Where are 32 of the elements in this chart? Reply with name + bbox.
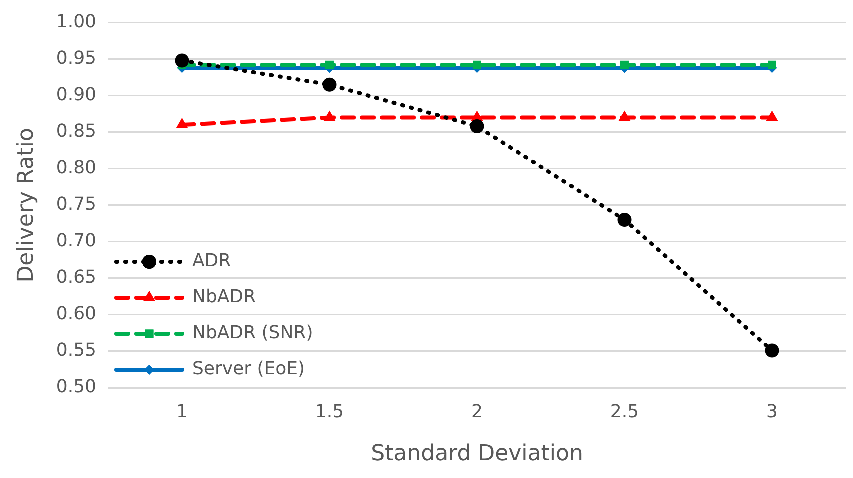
point [322,78,337,92]
y-tick-label: 0.75 [56,194,96,216]
x-tick-label: 1 [176,401,188,422]
y-tick-label: 0.80 [56,158,96,179]
point [618,213,632,228]
legend-label: ADR [192,250,232,272]
y-tick-label: 0.70 [56,230,96,252]
x-axis-title: Standard Deviation [371,442,584,467]
point [325,60,334,70]
x-tick-label: 1.5 [315,401,344,422]
point [175,54,190,68]
point [472,60,482,70]
point [765,344,780,358]
y-tick-label: 0.55 [56,340,96,362]
point [768,60,776,70]
y-tick-label: 1.00 [56,11,96,32]
legend-label: NbADR (SNR) [192,322,314,344]
y-axis-title: Delivery Ratio [14,128,39,283]
x-tick-label: 2.5 [610,401,640,422]
legend-label: NbADR [192,286,256,308]
y-tick-label: 0.65 [56,267,96,288]
x-tick-label: 3 [766,401,778,422]
point [176,118,188,129]
y-tick-label: 0.85 [56,121,96,142]
y-tick-label: 0.95 [56,48,96,69]
x-tick-label: 2 [472,401,483,422]
legend-label: Server (EoE) [192,358,306,380]
point [620,60,629,70]
y-tick-label: 0.90 [56,84,96,106]
y-tick-label: 0.60 [56,304,96,325]
point [470,120,484,134]
y-tick-label: 0.50 [56,376,96,398]
